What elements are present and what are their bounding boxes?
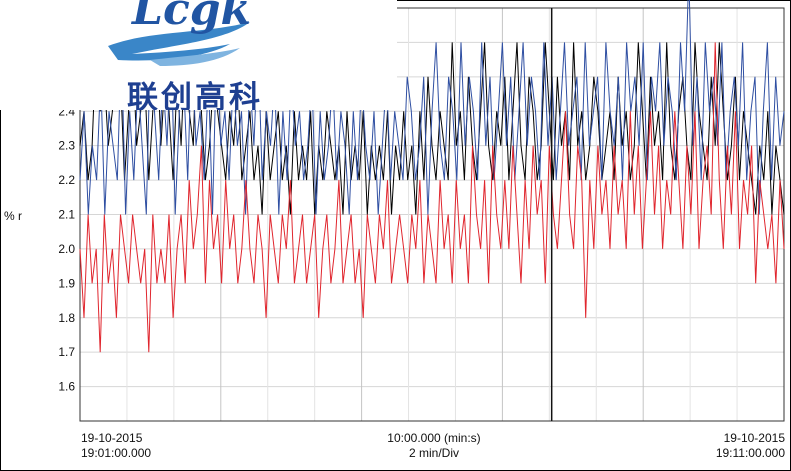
logo-swoosh — [108, 22, 250, 61]
y-tick-label: 2.0 — [58, 242, 75, 256]
series-line-2 — [79, 0, 785, 215]
x-end-stamp: 19-10-2015 19:11:00.000 — [716, 431, 785, 461]
x-span-stamp: 10:00.000 (min:s) 2 min/Div — [364, 431, 504, 461]
y-tick-label: 1.7 — [58, 345, 75, 359]
y-tick-label: 1.6 — [58, 380, 75, 394]
x-start-time: 19:01:00.000 — [81, 446, 152, 460]
y-axis-label: % r — [4, 209, 22, 223]
y-tick-label: 2.1 — [58, 208, 75, 222]
company-logo: Lcgk 联创高科 — [0, 0, 397, 110]
y-tick-label: 2.3 — [58, 139, 75, 153]
x-end-time: 19:11:00.000 — [715, 446, 785, 460]
x-start-stamp: 19-10-2015 19:01:00.000 — [81, 431, 151, 461]
x-end-date: 19-10-2015 — [723, 431, 785, 445]
logo-swoosh-light — [150, 48, 240, 66]
series-line-3 — [79, 42, 785, 353]
y-tick-label: 1.9 — [58, 276, 75, 290]
x-span-per-division: 2 min/Div — [408, 446, 459, 460]
x-span-duration: 10:00.000 (min:s) — [387, 431, 481, 445]
x-start-date: 19-10-2015 — [81, 431, 143, 445]
y-tick-label: 1.8 — [58, 311, 75, 325]
logo-chinese-text: 联创高科 — [127, 80, 263, 110]
logo-wordmark: Lcgk — [130, 0, 251, 35]
y-tick-label: 2.2 — [58, 173, 75, 187]
